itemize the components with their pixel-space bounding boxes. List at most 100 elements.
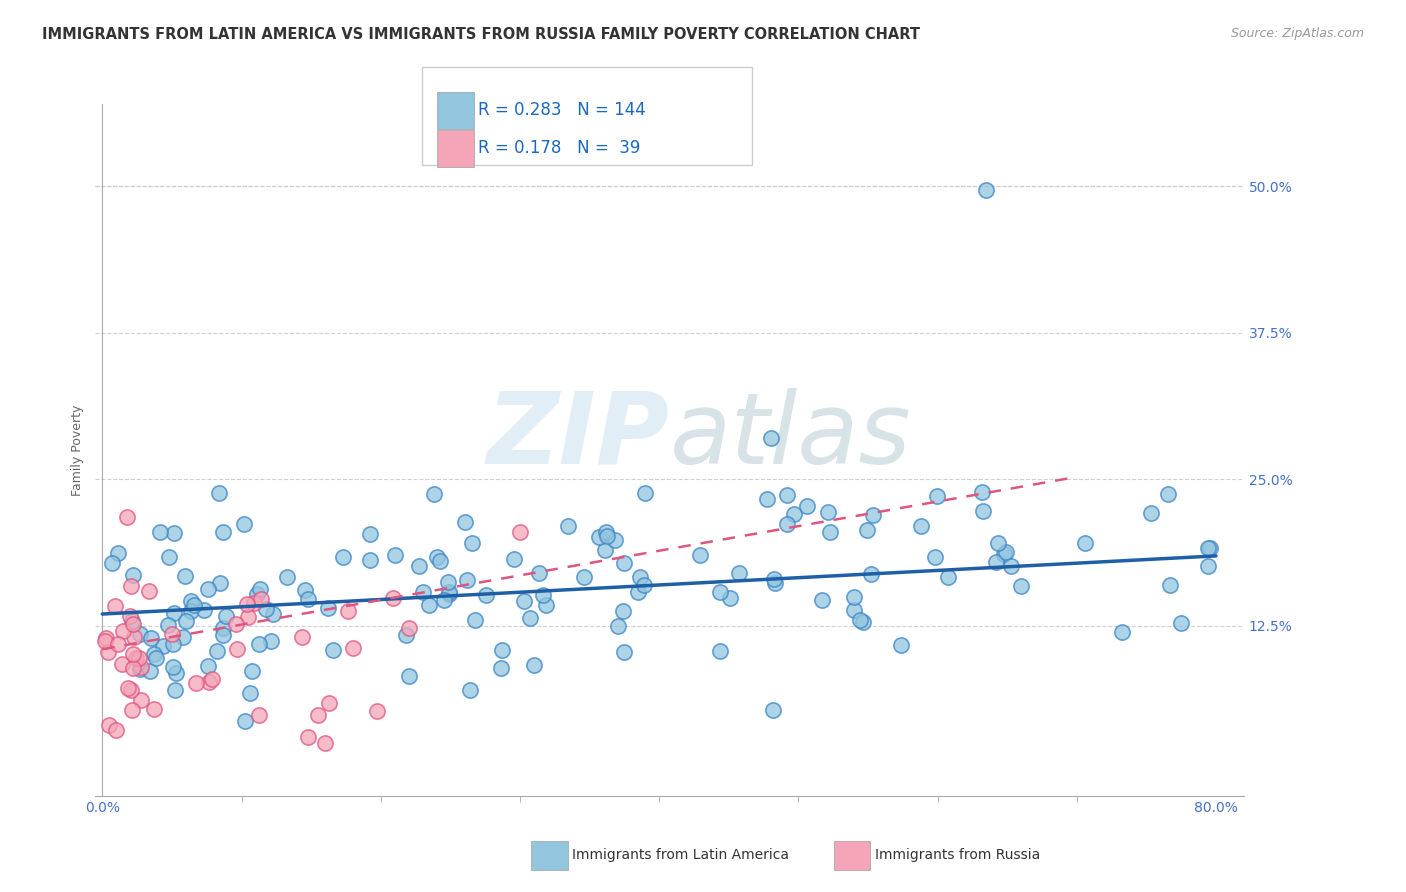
Point: [423, 486, 446, 500]
Point: [138, 583, 160, 598]
Point: [142, 702, 165, 716]
Point: [174, 615, 197, 629]
Point: [605, 533, 627, 547]
Point: [120, 579, 142, 593]
Point: [776, 517, 799, 532]
Point: [718, 591, 741, 605]
Point: [104, 599, 127, 613]
Point: [359, 553, 381, 567]
Point: [796, 499, 818, 513]
Point: [212, 524, 235, 539]
Point: [381, 591, 404, 605]
Point: [763, 576, 786, 591]
Point: [162, 659, 184, 673]
Point: [162, 637, 184, 651]
Point: [254, 602, 277, 616]
Point: [519, 611, 541, 625]
Point: [160, 627, 183, 641]
Point: [756, 491, 779, 506]
Point: [118, 609, 141, 624]
Point: [163, 683, 186, 698]
Point: [1010, 579, 1032, 593]
Point: [262, 607, 284, 622]
Point: [1199, 541, 1222, 555]
Point: [98, 718, 121, 732]
Point: [709, 585, 731, 599]
Point: [322, 642, 344, 657]
Text: R = 0.283   N = 144: R = 0.283 N = 144: [478, 101, 645, 119]
Point: [122, 661, 145, 675]
Point: [235, 597, 257, 611]
Point: [408, 558, 430, 573]
Point: [454, 515, 477, 529]
Point: [211, 628, 233, 642]
Point: [294, 583, 316, 598]
Point: [250, 591, 273, 606]
Point: [121, 567, 143, 582]
Point: [226, 642, 249, 657]
Point: [862, 508, 884, 523]
Point: [936, 570, 959, 584]
Point: [844, 603, 866, 617]
Point: [156, 617, 179, 632]
Point: [111, 624, 134, 639]
Point: [307, 707, 329, 722]
Point: [239, 686, 262, 700]
Point: [198, 675, 221, 690]
Text: R = 0.178   N =  39: R = 0.178 N = 39: [478, 138, 640, 157]
Point: [143, 647, 166, 661]
Point: [818, 525, 841, 540]
Point: [101, 557, 124, 571]
Point: [627, 585, 650, 599]
Point: [129, 693, 152, 707]
Point: [129, 659, 152, 673]
Point: [531, 588, 554, 602]
Point: [763, 572, 786, 586]
Point: [1139, 507, 1161, 521]
Point: [429, 554, 451, 568]
Point: [503, 551, 526, 566]
Point: [860, 566, 883, 581]
Text: Immigrants from Latin America: Immigrants from Latin America: [572, 848, 789, 863]
Point: [557, 519, 579, 533]
Point: [122, 616, 145, 631]
Point: [152, 640, 174, 654]
Point: [394, 628, 416, 642]
Point: [593, 542, 616, 557]
Text: IMMIGRANTS FROM LATIN AMERICA VS IMMIGRANTS FROM RUSSIA FAMILY POVERTY CORRELATI: IMMIGRANTS FROM LATIN AMERICA VS IMMIGRA…: [42, 27, 920, 42]
Point: [318, 696, 340, 710]
Point: [596, 529, 619, 543]
Point: [172, 630, 194, 644]
Point: [1197, 541, 1219, 555]
Point: [460, 535, 482, 549]
Point: [246, 586, 269, 600]
Point: [633, 578, 655, 592]
Point: [474, 589, 496, 603]
Point: [844, 591, 866, 605]
Point: [129, 626, 152, 640]
Point: [613, 645, 636, 659]
Point: [523, 658, 546, 673]
Point: [628, 569, 651, 583]
Point: [529, 566, 551, 580]
Point: [201, 672, 224, 686]
Point: [783, 507, 806, 521]
Point: [1111, 624, 1133, 639]
Point: [121, 703, 143, 717]
Point: [111, 657, 134, 671]
Point: [1159, 578, 1181, 592]
Point: [437, 585, 460, 599]
Point: [972, 484, 994, 499]
Point: [927, 489, 949, 503]
Point: [249, 707, 271, 722]
Point: [910, 519, 932, 533]
Point: [149, 524, 172, 539]
Point: [811, 592, 834, 607]
Text: Source: ZipAtlas.com: Source: ZipAtlas.com: [1230, 27, 1364, 40]
Point: [297, 730, 319, 744]
Point: [595, 524, 617, 539]
Point: [276, 569, 298, 583]
Point: [197, 582, 219, 596]
Point: [249, 582, 271, 596]
Point: [214, 609, 236, 624]
